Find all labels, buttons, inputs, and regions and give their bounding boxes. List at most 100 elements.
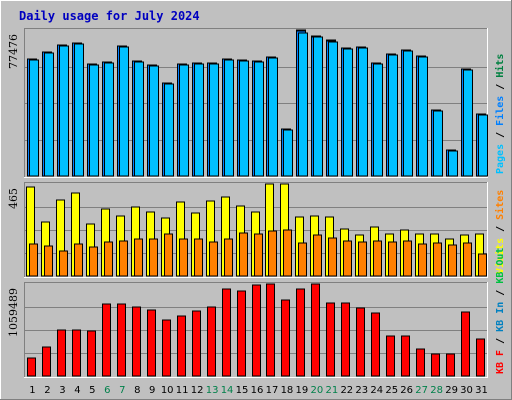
bars: [27, 29, 488, 177]
bar-sites: [478, 253, 487, 277]
bar-sites: [283, 229, 292, 277]
bar-kb: [132, 306, 141, 377]
bar-pages: [179, 64, 189, 177]
bar-sites: [328, 237, 337, 277]
bar-pages: [74, 43, 84, 177]
day-label: 15: [236, 385, 249, 396]
bar-pages: [224, 59, 234, 177]
bar-pages: [328, 41, 338, 177]
bar-sites: [209, 241, 218, 277]
bar-pages: [164, 83, 174, 177]
legend-item: KB Out: [495, 248, 506, 284]
bar-pages: [343, 48, 353, 177]
day-label: 6: [104, 385, 110, 396]
panel-hits-files-pages: 77476 Pages / Files / Hits: [7, 28, 506, 178]
day-label: 1: [29, 385, 35, 396]
bar-sites: [254, 233, 263, 277]
bar-pages: [29, 59, 39, 177]
bar-pages: [268, 57, 278, 177]
bar-pages: [134, 61, 144, 177]
bar-kb: [192, 310, 201, 377]
day-label: 18: [281, 385, 294, 396]
day-label: 26: [400, 385, 413, 396]
day-label: 29: [445, 385, 458, 396]
bar-sites: [224, 238, 233, 277]
legend-item: Hits: [494, 54, 506, 78]
bar-pages: [463, 69, 473, 177]
bar-kb: [72, 329, 81, 377]
bar-kb: [27, 357, 36, 377]
legend-item: Visits: [494, 238, 506, 274]
bar-sites: [149, 238, 158, 277]
bar-sites: [194, 238, 203, 277]
bar-kb: [311, 283, 320, 377]
bar-pages: [358, 47, 368, 177]
panel-kbytes: 1059489 KB F / KB In / KB Out: [7, 248, 506, 378]
bar-pages: [298, 32, 308, 177]
bars: [26, 183, 487, 277]
bar-kb: [341, 302, 350, 377]
day-label: 27: [415, 385, 428, 396]
bar-sites: [463, 242, 472, 277]
legend-separator: /: [495, 332, 506, 350]
bar-kb: [476, 338, 485, 377]
day-label: 16: [251, 385, 264, 396]
legend-separator: /: [495, 126, 506, 144]
day-label: 11: [176, 385, 189, 396]
bar-pages: [254, 61, 264, 177]
day-label: 12: [191, 385, 204, 396]
scale-label: 1059489: [7, 288, 20, 337]
bar-kb: [252, 284, 261, 377]
chart-title: Daily usage for July 2024: [19, 9, 200, 23]
bar-sites: [59, 250, 68, 277]
bar-pages: [209, 63, 219, 177]
bar-kb: [237, 290, 246, 377]
legend-item: KB F: [495, 350, 506, 374]
day-label: 14: [221, 385, 234, 396]
day-label: 10: [161, 385, 174, 396]
day-labels: 1 2 3 4 5 6 7 8 9 10 11 12 13 14 15 16 17 18 19 20 21 22 23 24 2…: [29, 385, 488, 396]
bar-kb: [57, 329, 66, 377]
panel-sites-visits: 465 Visits / Sites: [7, 182, 506, 278]
bar-kb: [266, 283, 275, 377]
day-label: 4: [74, 385, 80, 396]
day-label: 7: [119, 385, 125, 396]
legend-item: Pages: [495, 144, 506, 174]
legend-item: KB In: [495, 302, 506, 332]
legend-item: Files: [494, 96, 506, 126]
bar-pages: [433, 110, 443, 177]
bar-kb: [371, 312, 380, 377]
bar-kb: [222, 288, 231, 377]
day-label: 28: [430, 385, 443, 396]
day-label: 8: [134, 385, 140, 396]
bar-sites: [179, 238, 188, 277]
bar-pages: [89, 64, 99, 177]
bar-sites: [403, 240, 412, 277]
legend-item: Sites: [494, 190, 506, 220]
bar-kb: [117, 303, 126, 377]
bar-pages: [149, 65, 159, 177]
bar-sites: [74, 243, 83, 277]
bar-pages: [283, 129, 293, 177]
bar-kb: [281, 299, 290, 377]
bar-sites: [29, 243, 38, 277]
bar-pages: [44, 52, 54, 177]
bar-sites: [134, 238, 143, 277]
day-label: 5: [89, 385, 95, 396]
bar-sites: [313, 234, 322, 277]
day-label: 25: [385, 385, 398, 396]
bar-pages: [448, 150, 458, 177]
bar-pages: [418, 56, 428, 177]
bar-pages: [478, 114, 488, 177]
bars: [27, 283, 485, 377]
day-label: 20: [311, 385, 324, 396]
bar-kb: [162, 319, 171, 377]
legend: KB F / KB In / KB Out: [495, 248, 506, 374]
bar-kb: [401, 335, 410, 377]
day-label: 17: [266, 385, 279, 396]
bar-kb: [207, 306, 216, 377]
bar-sites: [104, 241, 113, 277]
bar-sites: [418, 243, 427, 277]
